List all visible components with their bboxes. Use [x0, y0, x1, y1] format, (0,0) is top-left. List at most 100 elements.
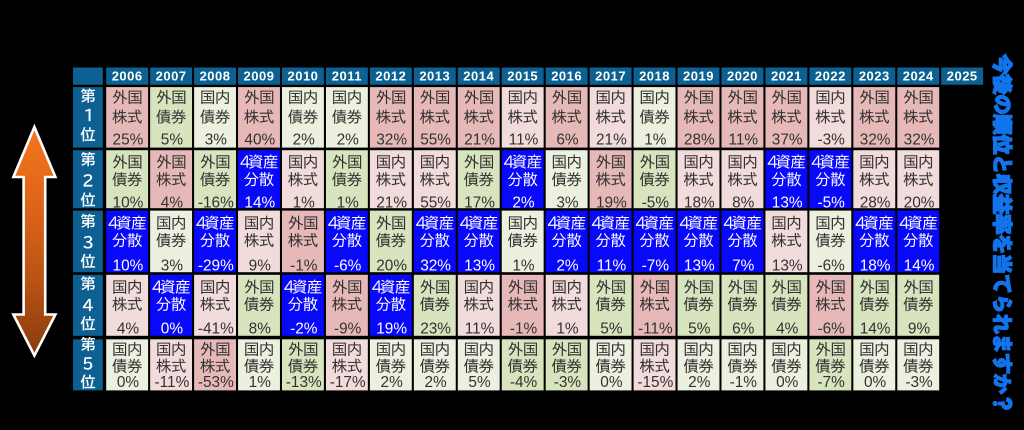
svg-text:2022: 2022	[815, 69, 846, 84]
svg-text:21%: 21%	[596, 132, 627, 149]
svg-text:2%: 2%	[293, 132, 316, 149]
svg-text:1%: 1%	[556, 320, 579, 337]
svg-text:2%: 2%	[381, 374, 404, 391]
svg-text:2017: 2017	[595, 69, 626, 84]
svg-text:2%: 2%	[337, 132, 360, 149]
svg-text:7%: 7%	[732, 257, 755, 274]
svg-text:-3%: -3%	[905, 374, 933, 391]
svg-text:28%: 28%	[684, 132, 715, 149]
svg-text:1%: 1%	[249, 374, 272, 391]
svg-text:5%: 5%	[688, 320, 711, 337]
svg-text:19%: 19%	[596, 195, 627, 212]
svg-text:6%: 6%	[732, 320, 755, 337]
svg-text:55%: 55%	[420, 132, 451, 149]
svg-text:0%: 0%	[161, 320, 184, 337]
svg-text:5%: 5%	[161, 132, 184, 149]
svg-text:32%: 32%	[420, 257, 451, 274]
svg-text:-1%: -1%	[730, 374, 758, 391]
svg-text:32%: 32%	[860, 132, 891, 149]
svg-text:21%: 21%	[464, 132, 495, 149]
svg-text:2011: 2011	[332, 69, 362, 84]
svg-text:2%: 2%	[688, 374, 711, 391]
svg-text:18%: 18%	[860, 257, 891, 274]
svg-text:10%: 10%	[113, 195, 144, 212]
svg-text:2016: 2016	[551, 69, 582, 84]
svg-text:-7%: -7%	[642, 257, 670, 274]
svg-text:28%: 28%	[860, 195, 891, 212]
svg-text:13%: 13%	[772, 257, 803, 274]
svg-text:-17%: -17%	[330, 374, 366, 391]
svg-text:-53%: -53%	[198, 374, 234, 391]
svg-text:-29%: -29%	[198, 257, 234, 274]
svg-text:9%: 9%	[908, 320, 931, 337]
svg-text:5%: 5%	[468, 374, 491, 391]
svg-text:5%: 5%	[600, 320, 623, 337]
svg-text:13%: 13%	[684, 257, 715, 274]
svg-text:0%: 0%	[600, 374, 623, 391]
svg-text:14%: 14%	[244, 195, 275, 212]
svg-text:3%: 3%	[161, 257, 184, 274]
svg-text:0%: 0%	[117, 374, 140, 391]
svg-text:2024: 2024	[903, 69, 934, 84]
svg-text:32%: 32%	[904, 132, 935, 149]
svg-text:2021: 2021	[771, 69, 802, 84]
svg-text:0%: 0%	[776, 374, 799, 391]
svg-text:2020: 2020	[727, 69, 758, 84]
svg-text:11%: 11%	[728, 132, 758, 149]
svg-text:4%: 4%	[161, 195, 184, 212]
svg-text:2018: 2018	[639, 69, 670, 84]
svg-text:13%: 13%	[464, 257, 495, 274]
svg-text:2007: 2007	[156, 69, 187, 84]
svg-text:2%: 2%	[556, 257, 579, 274]
svg-text:-16%: -16%	[198, 195, 234, 212]
svg-text:37%: 37%	[772, 132, 803, 149]
svg-text:-3%: -3%	[817, 132, 845, 149]
svg-text:1%: 1%	[644, 132, 667, 149]
svg-text:32%: 32%	[376, 132, 407, 149]
svg-text:11%: 11%	[597, 257, 627, 274]
svg-text:0%: 0%	[864, 374, 887, 391]
svg-text:20%: 20%	[376, 257, 407, 274]
svg-text:1%: 1%	[512, 257, 535, 274]
svg-text:-9%: -9%	[334, 320, 362, 337]
svg-text:2015: 2015	[507, 69, 538, 84]
svg-text:2013: 2013	[419, 69, 450, 84]
svg-text:-6%: -6%	[817, 257, 845, 274]
svg-text:-15%: -15%	[637, 374, 673, 391]
svg-text:-5%: -5%	[817, 195, 845, 212]
svg-text:2%: 2%	[424, 374, 447, 391]
svg-text:9%: 9%	[249, 257, 272, 274]
svg-text:2023: 2023	[859, 69, 890, 84]
svg-text:14%: 14%	[860, 320, 891, 337]
svg-text:11%: 11%	[465, 320, 495, 337]
svg-text:13%: 13%	[772, 195, 803, 212]
svg-text:6%: 6%	[556, 132, 579, 149]
svg-text:-4%: -4%	[510, 374, 538, 391]
svg-text:4%: 4%	[776, 320, 799, 337]
svg-text:-7%: -7%	[817, 374, 845, 391]
svg-text:-3%: -3%	[554, 374, 582, 391]
svg-text:4%: 4%	[117, 320, 140, 337]
svg-text:-1%: -1%	[290, 257, 318, 274]
svg-text:2012: 2012	[375, 69, 406, 84]
svg-text:10%: 10%	[113, 257, 144, 274]
svg-text:40%: 40%	[244, 132, 275, 149]
svg-text:11%: 11%	[509, 132, 539, 149]
svg-text:2008: 2008	[200, 69, 231, 84]
svg-text:1%: 1%	[293, 195, 316, 212]
svg-text:14%: 14%	[904, 257, 935, 274]
svg-text:-41%: -41%	[198, 320, 234, 337]
svg-text:21%: 21%	[376, 195, 407, 212]
svg-text:1%: 1%	[337, 195, 360, 212]
svg-text:8%: 8%	[249, 320, 272, 337]
svg-text:20%: 20%	[904, 195, 935, 212]
svg-text:-6%: -6%	[817, 320, 845, 337]
svg-text:18%: 18%	[684, 195, 715, 212]
svg-text:-13%: -13%	[286, 374, 322, 391]
svg-text:3%: 3%	[556, 195, 579, 212]
svg-text:2006: 2006	[112, 69, 143, 84]
svg-text:-11%: -11%	[638, 320, 673, 337]
svg-text:2025: 2025	[947, 69, 978, 84]
svg-text:2019: 2019	[683, 69, 714, 84]
svg-text:8%: 8%	[732, 195, 755, 212]
